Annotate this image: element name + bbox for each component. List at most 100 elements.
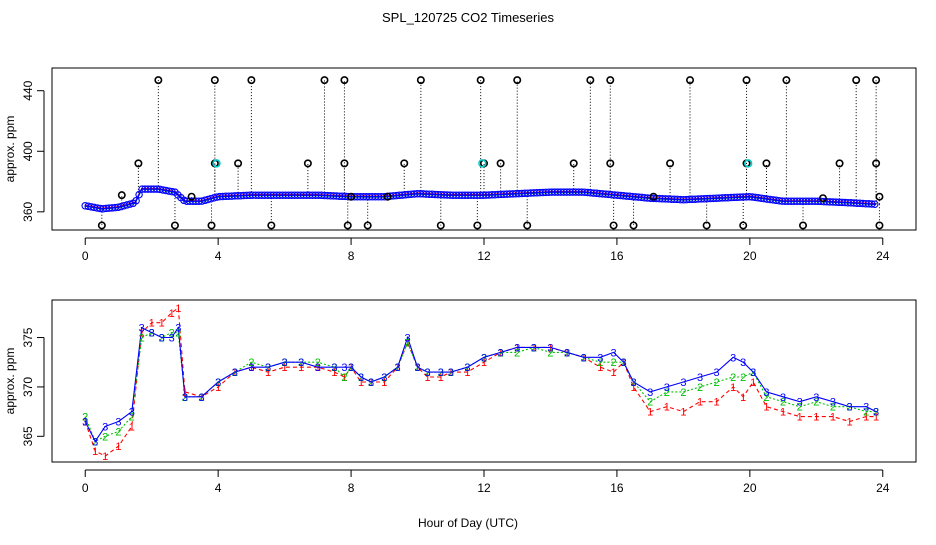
spike-mid-point: [872, 159, 881, 168]
spike-high-point: [476, 76, 485, 85]
series-2-point: 2: [621, 357, 627, 369]
series-3-point: 3: [813, 392, 819, 404]
series-1-point: 1: [481, 357, 487, 369]
spike-low-point: [629, 221, 638, 230]
series-3-point: 3: [697, 372, 703, 384]
series-2-point: 2: [797, 402, 803, 414]
series-1-point: 1: [175, 303, 181, 315]
series-1-point: 1: [630, 382, 636, 394]
series-1-point: 1: [581, 352, 587, 364]
series-1-point: 1: [830, 412, 836, 424]
series-2-point: 2: [424, 367, 430, 379]
series-3-point: 3: [248, 362, 254, 374]
spike-mid-point: [134, 159, 143, 168]
series-2-point: 2: [315, 357, 321, 369]
series-3-point: 3: [102, 421, 108, 433]
spike-mid-point: [496, 159, 505, 168]
series-2-point: 2: [139, 333, 145, 345]
series-3-point: 3: [424, 367, 430, 379]
series-1-point: 1: [92, 446, 98, 458]
series-1-point: 1: [730, 382, 736, 394]
spike-mid-point: [762, 159, 771, 168]
spike-mid-point: [340, 159, 349, 168]
x-tick-label: 12: [477, 481, 491, 495]
series-3-point: 3: [198, 392, 204, 404]
series-2-point: 2: [830, 402, 836, 414]
series-3-point: 3: [395, 362, 401, 374]
spike-mid-point: [606, 159, 615, 168]
y-tick-label: 440: [21, 80, 35, 100]
series-2-point: 2: [414, 362, 420, 374]
series-1-point: 1: [341, 372, 347, 384]
series-2-point: 2: [448, 367, 454, 379]
series-1-point: 1: [813, 412, 819, 424]
series-2-point: 2: [611, 357, 617, 369]
series-3-point: 3: [298, 357, 304, 369]
spike-low-point: [739, 221, 748, 230]
baseline-point: [126, 200, 134, 208]
series-3-point: 3: [348, 362, 354, 374]
spike-high-point: [210, 76, 219, 85]
series-3-point: 3: [464, 362, 470, 374]
series-1-point: 1: [358, 377, 364, 389]
series-3-point: 3: [381, 372, 387, 384]
series-1-point: 1: [863, 412, 869, 424]
series-1-point: 1: [680, 407, 686, 419]
spike-high-point: [320, 76, 329, 85]
bottom-plot-frame: [51, 299, 917, 463]
series-3-point: 3: [405, 333, 411, 345]
series-2-point: 2: [597, 357, 603, 369]
series-3-point: 3: [115, 417, 121, 429]
series-1-point: 1: [846, 417, 852, 429]
series-1-point: 1: [714, 397, 720, 409]
series-2-point: 2: [381, 372, 387, 384]
x-tick-label: 20: [743, 481, 757, 495]
top-panel: 0 4 8 12 16 20 24 360 400 440 approx. ppm: [3, 67, 917, 263]
series-2-point: 2: [763, 392, 769, 404]
series-1-point: 1: [182, 387, 188, 399]
series-2-point: 2: [405, 337, 411, 349]
series-2-point: 2: [531, 342, 537, 354]
series-3-point: 3: [368, 377, 374, 389]
chart-title: SPL_120725 CO2 Timeseries: [382, 10, 554, 25]
series-1-point: 1: [464, 367, 470, 379]
series-1-point: 1: [797, 412, 803, 424]
top-plot-frame: [51, 67, 917, 231]
series-2-point: 2: [298, 357, 304, 369]
series-2-point: 2: [92, 436, 98, 448]
series-3-point: 3: [414, 362, 420, 374]
series-1-point: 1: [873, 412, 879, 424]
spike-mid-point: [234, 159, 243, 168]
series-2-point: 2: [102, 431, 108, 443]
series-1-point: 1: [215, 382, 221, 394]
series-2-point: 2: [630, 377, 636, 389]
spike-near-point: [347, 192, 356, 201]
series-1-point: 1: [414, 362, 420, 374]
series-1-point: 1: [315, 362, 321, 374]
series-1-point: 1: [424, 372, 430, 384]
series-3-point: 3: [149, 328, 155, 340]
series-3-point: 3: [547, 342, 553, 354]
series-2-point: 2: [730, 372, 736, 384]
spike-near-point: [649, 192, 658, 201]
spike-low-point: [473, 221, 482, 230]
series-1-point: 1: [621, 357, 627, 369]
series-1-point: 1: [664, 402, 670, 414]
series-1-point: 1: [198, 392, 204, 404]
series-3-point: 3: [680, 377, 686, 389]
series-3-point: 3: [159, 333, 165, 345]
spike-low-point: [170, 221, 179, 230]
y-tick-label: 360: [21, 201, 35, 221]
spike-low-point: [436, 221, 445, 230]
series-2-point: 2: [175, 328, 181, 340]
series-2-point: 2: [697, 382, 703, 394]
series-3-point: 3: [448, 367, 454, 379]
series-2-point: 2: [481, 352, 487, 364]
series-3-point: 3: [863, 402, 869, 414]
series-2-point: 2: [198, 392, 204, 404]
series-2-point: 2: [82, 412, 88, 424]
spike-mid-cyan-point: [478, 159, 487, 168]
series-2-point: 2: [248, 357, 254, 369]
series-1-point: 1: [740, 392, 746, 404]
